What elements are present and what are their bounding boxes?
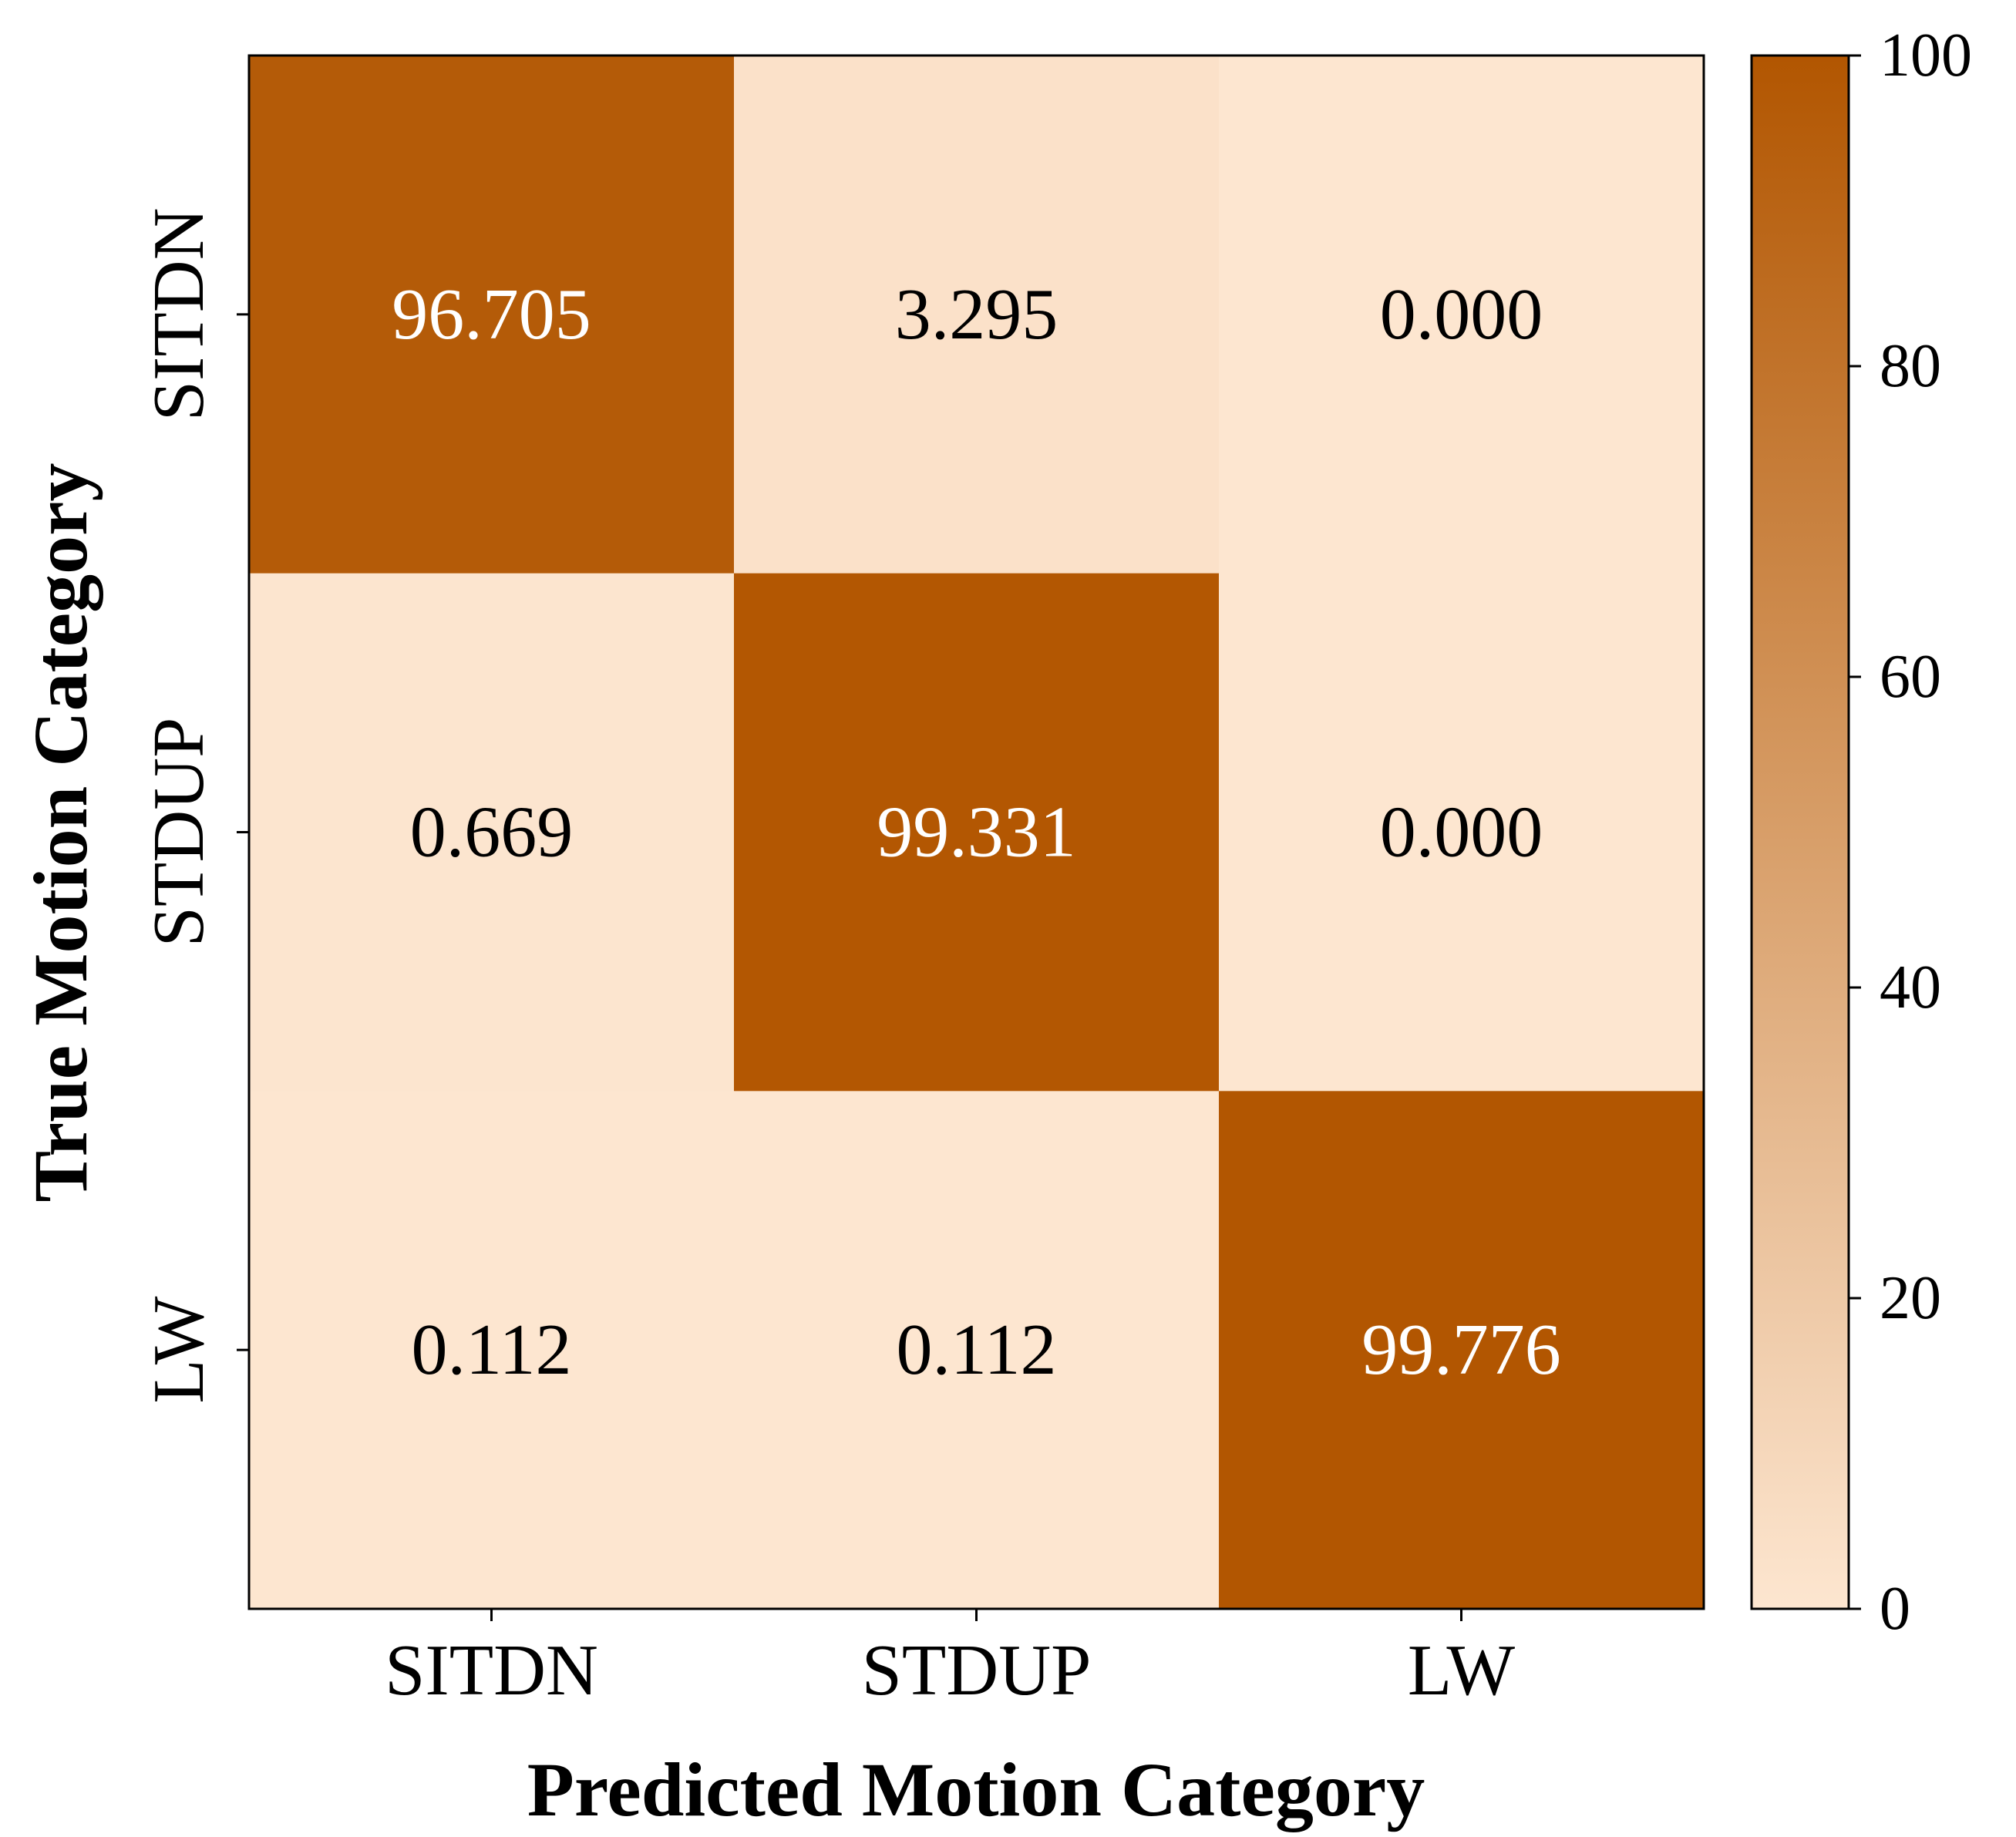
heatmap-cells xyxy=(249,56,1705,1610)
x-axis: SITDN STDUP LW xyxy=(385,1609,1515,1711)
x-tick-label: LW xyxy=(1408,1630,1515,1711)
cell-value-label: 99.776 xyxy=(1361,1310,1561,1390)
cell-value-label: 0.112 xyxy=(896,1310,1056,1390)
colorbar-gradient xyxy=(1752,56,1849,1609)
x-tick-label: STDUP xyxy=(862,1630,1092,1711)
cell-value-label: 0.112 xyxy=(411,1310,571,1390)
colorbar-tick-label: 40 xyxy=(1880,954,1941,1021)
colorbar-tick-label: 60 xyxy=(1880,643,1941,711)
y-tick-label: SITDN xyxy=(139,207,219,421)
cell-value-label: 0.000 xyxy=(1380,792,1543,873)
cell-value-label: 0.669 xyxy=(410,792,574,873)
y-axis-title: True Motion Category xyxy=(18,463,103,1202)
colorbar-tick-label: 20 xyxy=(1880,1264,1941,1332)
colorbar-tick-label: 100 xyxy=(1880,22,1972,89)
y-axis: SITDN STDUP LW xyxy=(139,207,249,1404)
colorbar-tick-label: 80 xyxy=(1880,332,1941,400)
x-axis-title: Predicted Motion Category xyxy=(527,1747,1425,1832)
y-tick-label: STDUP xyxy=(139,718,219,947)
heatmap-cell xyxy=(734,573,1220,1092)
colorbar: 0 20 40 60 80 100 xyxy=(1750,22,1972,1643)
heatmap-cell xyxy=(249,56,735,574)
cell-value-label: 96.705 xyxy=(392,274,591,355)
heatmap-cell xyxy=(249,573,735,1092)
heatmap-cell xyxy=(1219,1091,1705,1610)
cell-value-label: 0.000 xyxy=(1380,274,1543,355)
y-tick-label: LW xyxy=(139,1296,219,1403)
colorbar-frame xyxy=(1750,54,1850,1610)
colorbar-ticks: 0 20 40 60 80 100 xyxy=(1849,22,1972,1643)
heatmap-cell xyxy=(1219,573,1705,1092)
colorbar-tick-label: 0 xyxy=(1880,1575,1910,1643)
cell-value-label: 99.331 xyxy=(877,792,1076,873)
heatmap-cell xyxy=(734,1091,1220,1610)
cell-value-label: 3.295 xyxy=(895,274,1058,355)
heatmap-cell xyxy=(249,1091,735,1610)
x-tick-label: SITDN xyxy=(385,1630,598,1711)
heatmap-cell xyxy=(1219,56,1705,574)
heatmap-cell xyxy=(734,56,1220,574)
heatmap-cell-labels: 96.705 3.295 0.000 0.669 99.331 0.000 0.112 0.1… xyxy=(392,274,1561,1390)
